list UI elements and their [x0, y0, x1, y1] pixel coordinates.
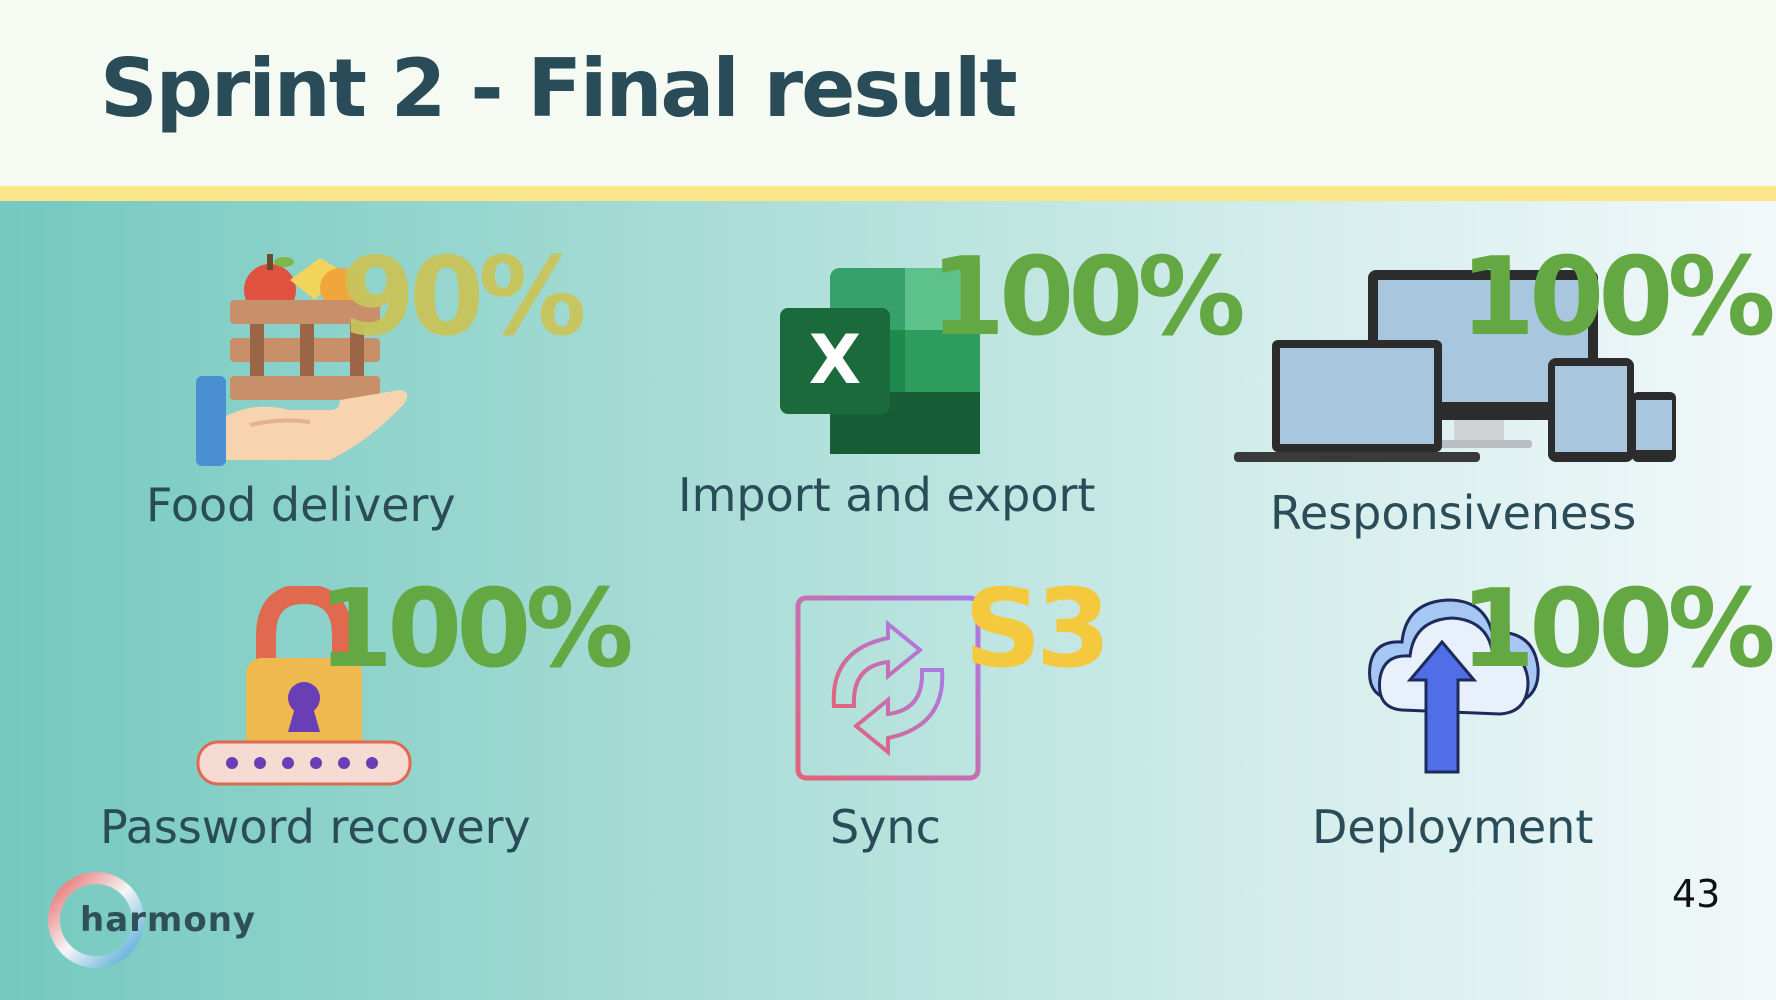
sync-label: Sync — [830, 800, 941, 854]
food-delivery-label: Food delivery — [146, 478, 456, 532]
cloud-upload-icon — [1368, 598, 1540, 774]
import-export-label: Import and export — [678, 468, 1096, 522]
padlock-password-icon — [196, 586, 412, 786]
food-delivery-percent: 90% — [340, 235, 587, 360]
sync-status: S3 — [964, 567, 1111, 692]
slide-title: Sprint 2 - Final result — [100, 42, 1018, 135]
deployment-percent: 100% — [1460, 567, 1776, 692]
harmony-logo: harmony — [40, 864, 290, 974]
svg-text:X: X — [809, 321, 861, 400]
accent-rule — [0, 186, 1776, 201]
food-crate-hand-icon — [196, 254, 408, 466]
responsiveness-percent: 100% — [1460, 235, 1776, 360]
multi-device-icon — [1234, 270, 1676, 462]
password-recovery-label: Password recovery — [100, 800, 531, 854]
page-number: 43 — [1672, 872, 1721, 916]
excel-icon: X — [780, 268, 980, 454]
slide-header: Sprint 2 - Final result — [0, 0, 1776, 186]
responsiveness-label: Responsiveness — [1270, 486, 1637, 540]
logo-text: harmony — [80, 900, 257, 940]
sync-arrows-icon — [795, 595, 981, 781]
deployment-label: Deployment — [1312, 800, 1594, 854]
import-export-percent: 100% — [930, 235, 1246, 360]
password-recovery-percent: 100% — [318, 567, 634, 692]
harmony-ring-icon — [48, 872, 144, 968]
